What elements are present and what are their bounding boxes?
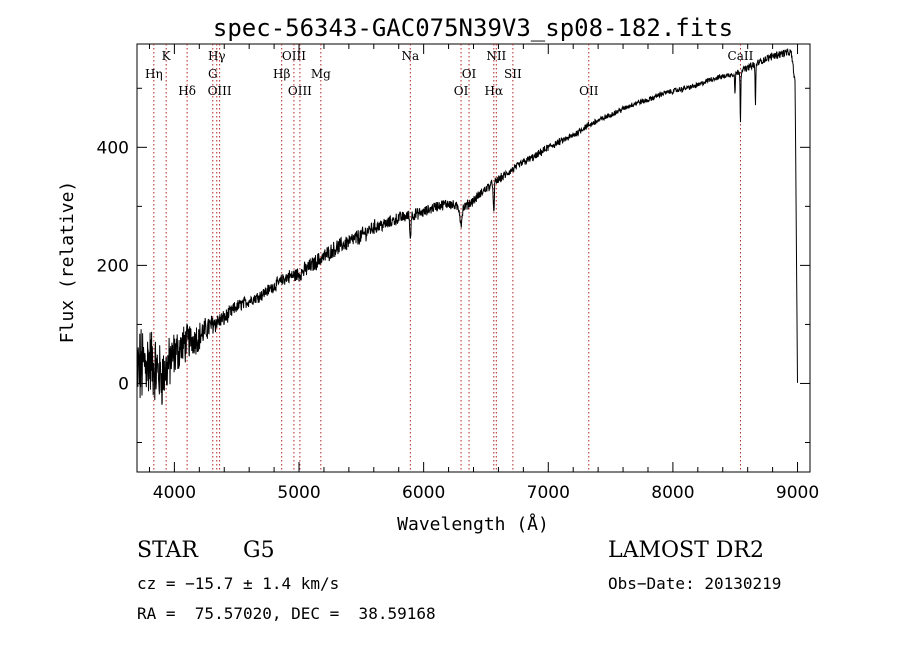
chart-title: spec-56343-GAC075N39V3_sp08-182.fits — [213, 14, 733, 42]
y-axis-label: Flux (relative) — [57, 181, 78, 344]
x-axis-label: Wavelength (Å) — [397, 513, 549, 535]
observation-date: Obs−Date: 20130219 — [608, 574, 782, 593]
x-tick-label: 9000 — [776, 483, 819, 503]
y-tick-label: 400 — [97, 138, 129, 158]
object-subclass: G5 — [243, 538, 275, 563]
redshift-cz: cz = −15.7 ± 1.4 km/s — [137, 574, 340, 593]
marker-label: Hβ — [273, 67, 290, 81]
marker-label: Hη — [145, 67, 163, 81]
marker-label: Hδ — [178, 84, 196, 98]
x-tick-label: 7000 — [527, 483, 570, 503]
plot-frame — [136, 43, 811, 473]
marker-label: Na — [401, 49, 419, 63]
y-tick-label: 0 — [118, 374, 129, 394]
spectrum-line — [136, 48, 798, 405]
survey-name: LAMOST DR2 — [608, 538, 764, 563]
x-tick-label: 8000 — [651, 483, 694, 503]
marker-label: OIII — [288, 84, 312, 98]
coordinates: RA = 75.57020, DEC = 38.59168 — [137, 604, 436, 623]
marker-label: Hγ — [208, 49, 226, 63]
marker-label: Hα — [485, 84, 504, 98]
marker-label: CaII — [728, 49, 754, 63]
marker-label: OI — [462, 67, 477, 81]
x-tick-label: 5000 — [277, 483, 320, 503]
marker-label: OI — [454, 84, 469, 98]
marker-label: Mg — [311, 67, 331, 81]
marker-label: G — [208, 67, 218, 81]
marker-label: K — [162, 49, 172, 63]
axis-ticks: 4000 5000 6000 7000 8000 9000 0 200 400 — [97, 44, 819, 503]
marker-label: OIII — [282, 49, 306, 63]
marker-label: OIII — [208, 84, 232, 98]
x-tick-label: 4000 — [153, 483, 196, 503]
marker-label: SII — [504, 67, 522, 81]
y-tick-label: 200 — [97, 256, 129, 276]
spectrum-chart: spec-56343-GAC075N39V3_sp08-182.fits Hη K… — [57, 14, 819, 535]
marker-label: NII — [486, 49, 506, 63]
x-tick-label: 6000 — [402, 483, 445, 503]
object-type: STAR — [137, 538, 198, 563]
marker-label: OII — [579, 84, 599, 98]
